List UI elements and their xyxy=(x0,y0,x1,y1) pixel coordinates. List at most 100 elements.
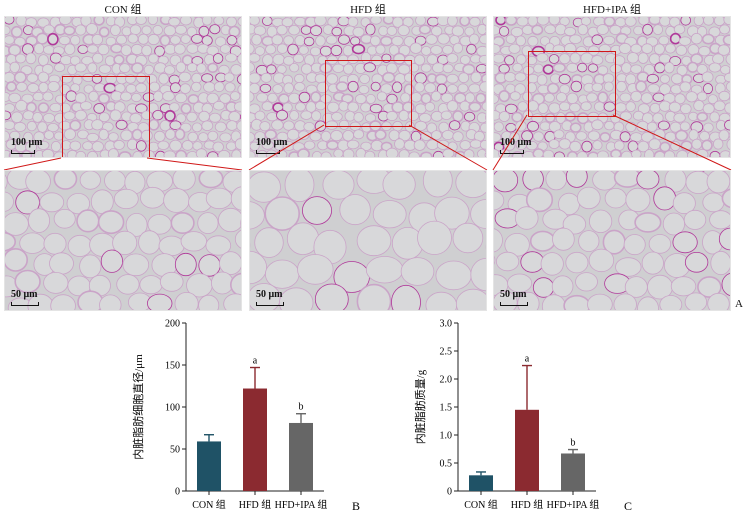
adipocyte-outline xyxy=(168,17,181,27)
micrograph-con-low: 100 μm xyxy=(4,16,242,158)
adipocyte-outline xyxy=(546,82,560,95)
adipocyte-outline xyxy=(205,187,233,210)
adipocyte-outline xyxy=(540,252,564,276)
adipocyte-outline xyxy=(641,251,664,275)
adipocyte-outline xyxy=(514,206,539,230)
adipocyte-outline xyxy=(659,295,683,310)
adipocyte-outline xyxy=(53,131,65,141)
adipocyte-outline xyxy=(173,43,186,55)
cell-pattern xyxy=(5,17,241,157)
adipocyte-outline xyxy=(259,83,272,94)
adipocyte-outline xyxy=(91,141,104,153)
adipocyte-outline xyxy=(174,24,187,35)
adipocyte-outline xyxy=(119,63,131,73)
adipocyte-outline xyxy=(563,294,591,310)
adipocyte-outline xyxy=(42,91,54,102)
adipocyte-outline xyxy=(141,44,153,57)
adipocyte-outline xyxy=(287,43,299,56)
adipocyte-outline xyxy=(542,149,555,157)
adipocyte-outline xyxy=(386,93,398,105)
adipocyte-outline xyxy=(477,149,486,157)
adipocyte-outline xyxy=(485,114,486,121)
adipocyte-outline xyxy=(386,110,398,122)
adipocyte-outline xyxy=(482,17,486,26)
adipocyte-outline xyxy=(709,210,730,230)
adipocyte-outline xyxy=(314,283,349,310)
adipocyte-outline xyxy=(113,139,125,150)
adipocyte-outline xyxy=(139,275,163,295)
adipocyte-outline xyxy=(494,190,505,211)
adipocyte-outline xyxy=(58,35,71,46)
adipocyte-outline xyxy=(477,23,486,35)
adipocyte-outline xyxy=(13,121,27,132)
adipocyte-outline xyxy=(721,188,730,209)
adipocyte-outline xyxy=(251,33,262,46)
cell-pattern xyxy=(250,171,486,310)
adipocyte-outline xyxy=(347,80,359,93)
adipocyte-outline xyxy=(642,23,653,36)
adipocyte-outline xyxy=(116,274,140,295)
adipocyte-outline xyxy=(436,83,447,95)
adipocyte-outline xyxy=(250,17,260,26)
scale-bar xyxy=(500,150,524,154)
adipocyte-outline xyxy=(352,26,365,38)
adipocyte-outline xyxy=(180,17,192,26)
adipocyte-outline xyxy=(452,222,484,254)
adipocyte-outline xyxy=(213,17,225,26)
adipocyte-outline xyxy=(130,62,144,74)
adipocyte-outline xyxy=(298,91,311,104)
adipocyte-outline xyxy=(706,171,730,194)
adipocyte-outline xyxy=(646,73,659,84)
adipocyte-outline xyxy=(641,131,654,143)
adipocyte-outline xyxy=(440,110,453,121)
y-tick-label: 0.5 xyxy=(440,459,453,470)
adipocyte-outline xyxy=(240,219,241,228)
adipocyte-outline xyxy=(250,82,261,94)
adipocyte-outline xyxy=(66,192,91,215)
adipocyte-outline xyxy=(87,150,98,157)
adipocyte-outline xyxy=(458,72,470,84)
adipocyte-outline xyxy=(533,131,545,142)
adipocyte-outline xyxy=(648,234,672,254)
adipocyte-outline xyxy=(330,44,343,57)
panel-letter: C xyxy=(624,499,632,513)
adipocyte-outline xyxy=(207,62,219,73)
adipocyte-outline xyxy=(565,251,589,274)
adipocyte-outline xyxy=(140,186,166,209)
adipocyte-outline xyxy=(494,228,503,253)
adipocyte-outline xyxy=(152,25,163,36)
adipocyte-outline xyxy=(135,103,148,114)
adipocyte-outline xyxy=(229,91,241,101)
adipocyte-outline xyxy=(504,103,518,114)
adipocyte-outline xyxy=(702,83,713,95)
adipocyte-outline xyxy=(70,34,81,46)
adipocyte-outline xyxy=(271,34,284,46)
adipocyte-outline xyxy=(9,61,20,73)
adipocyte-outline xyxy=(284,171,315,203)
adipocyte-outline xyxy=(174,252,197,277)
adipocyte-outline xyxy=(98,26,110,38)
adipocyte-outline xyxy=(254,227,284,258)
adipocyte-outline xyxy=(50,141,62,153)
adipocyte-outline xyxy=(215,36,227,47)
adipocyte-outline xyxy=(697,276,722,298)
adipocyte-outline xyxy=(514,72,527,82)
adipocyte-outline xyxy=(658,35,670,46)
adipocyte-outline xyxy=(303,121,315,132)
adipocyte-outline xyxy=(79,254,102,279)
adipocyte-outline xyxy=(237,53,241,65)
adipocyte-outline xyxy=(587,130,601,141)
adipocyte-outline xyxy=(591,34,603,46)
adipocyte-outline xyxy=(374,129,387,141)
adipocyte-outline xyxy=(494,255,496,265)
adipocyte-outline xyxy=(596,24,609,35)
adipocyte-outline xyxy=(725,53,730,65)
adipocyte-outline xyxy=(108,132,119,142)
bar xyxy=(289,422,313,491)
adipocyte-outline xyxy=(213,81,225,93)
adipocyte-outline xyxy=(26,73,39,83)
significance-label: b xyxy=(299,402,304,413)
adipocyte-outline xyxy=(67,234,93,257)
adipocyte-outline xyxy=(196,63,207,74)
col-title-hfd-ipa: HFD+IPA 组 xyxy=(582,4,642,16)
